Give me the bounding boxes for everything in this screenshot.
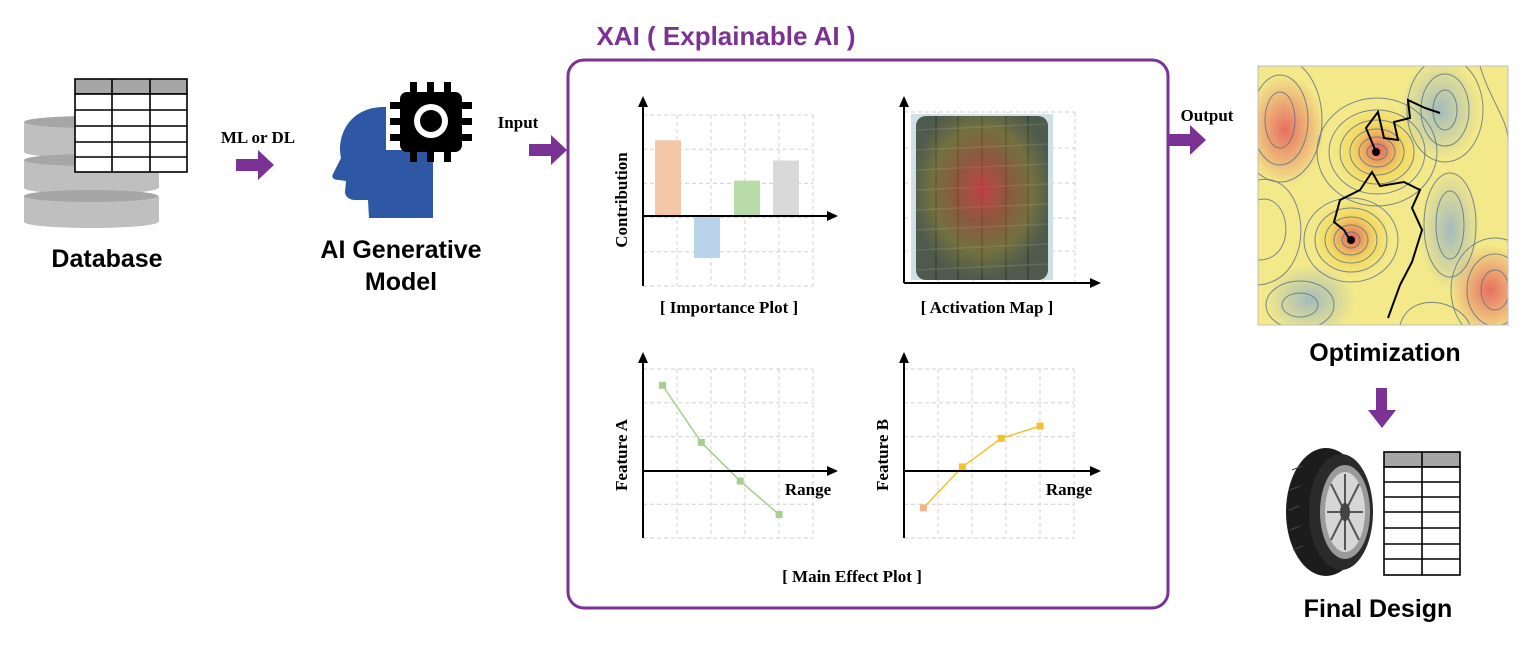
xai-panel-title: XAI ( Explainable AI ) [596,21,855,51]
importance-plot-caption: [ Importance Plot ] [660,298,798,317]
feature-b-point-1 [919,504,927,512]
final-design-table-icon [1383,451,1461,576]
feature-a-point-1 [658,381,666,389]
feature-b-plot: Feature B Range [873,352,1101,539]
main-effect-plot-caption: [ Main Effect Plot ] [782,567,922,586]
optimization-path [1332,98,1441,319]
feature-b-point-4 [1036,422,1044,430]
importance-plot-bars [655,140,799,258]
feature-a-segment-2 [700,441,741,482]
ai-model-label-line1: AI Generative [320,236,481,264]
importance-plot: Contribution [ Importance Plot ] [612,96,838,317]
arrow-database-to-model [236,150,274,180]
activation-map: [ Activation Map ] [899,96,1101,317]
feature-a-point-2 [697,438,705,446]
xai-panel-frame [566,58,1170,610]
feature-a-plot: Feature A Range [612,352,838,539]
feature-a-segment-3 [739,480,780,516]
feature-a-ylabel: Feature A [612,418,631,491]
tire-tread-image [911,114,1053,280]
optimization-label: Optimization [1309,339,1460,367]
activation-map-y-arrowhead [899,96,909,107]
arrow-model-to-xai [529,135,567,165]
ai-model-label-line2: Model [365,268,437,296]
feature-b-x-arrowhead [1090,466,1101,476]
importance-plot-x-arrowhead [827,211,838,221]
feature-a-y-arrowhead [638,352,648,363]
table-grid-icon [74,78,188,173]
importance-plot-ylabel: Contribution [612,152,631,248]
feature-b-segment-2 [961,437,1002,468]
feature-b-ylabel: Feature B [873,419,892,491]
feature-a-point-3 [736,477,744,485]
importance-plot-y-arrowhead [638,96,648,107]
ai-head-icon [332,82,472,218]
importance-bar-3 [734,180,760,216]
feature-b-xlabel: Range [1046,480,1093,499]
activation-map-x-arrowhead [1090,278,1101,288]
database-icon [24,78,188,228]
optimum-point-lower [1347,236,1355,244]
importance-bar-1 [655,140,681,216]
feature-a-segment-1 [661,384,702,443]
feature-a-x-arrowhead [827,466,838,476]
feature-b-marks [919,422,1044,512]
optimization-contour-image [1257,65,1509,326]
arrow-xai-to-optimization [1168,125,1206,155]
feature-b-point-2 [958,463,966,471]
feature-a-point-4 [775,511,783,519]
tire-icon [1286,448,1373,576]
final-design-label: Final Design [1304,595,1453,623]
activation-map-caption: [ Activation Map ] [921,298,1054,317]
feature-b-grid [904,368,1075,539]
edge-label-input: Input [498,113,539,132]
database-label: Database [51,245,162,273]
importance-bar-2 [694,216,720,258]
edge-label-output: Output [1181,106,1234,125]
feature-b-point-3 [997,434,1005,442]
feature-b-segment-3 [1000,425,1041,440]
arrow-optimization-to-final [1368,388,1396,428]
feature-a-marks [658,381,783,519]
chip-gear-icon [390,82,472,162]
feature-a-xlabel: Range [785,480,832,499]
feature-b-segment-1 [922,466,963,509]
optimum-point-upper [1372,148,1380,156]
feature-b-y-arrowhead [899,352,909,363]
importance-bar-4 [773,160,799,216]
edge-label-ml-dl: ML or DL [221,128,295,147]
